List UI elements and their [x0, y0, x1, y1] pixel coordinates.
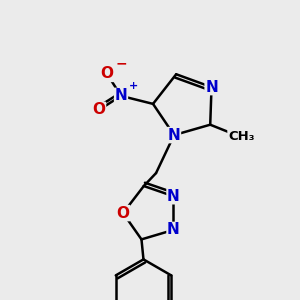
Text: N: N — [167, 189, 180, 204]
Text: CH₃: CH₃ — [228, 130, 254, 143]
Text: +: + — [129, 81, 138, 91]
Text: O: O — [92, 102, 106, 117]
Text: O: O — [117, 206, 130, 220]
Text: O: O — [100, 66, 113, 81]
Text: N: N — [205, 80, 218, 94]
Text: N: N — [115, 88, 128, 104]
Text: N: N — [167, 222, 180, 237]
Text: −: − — [116, 56, 128, 70]
Text: N: N — [168, 128, 180, 142]
